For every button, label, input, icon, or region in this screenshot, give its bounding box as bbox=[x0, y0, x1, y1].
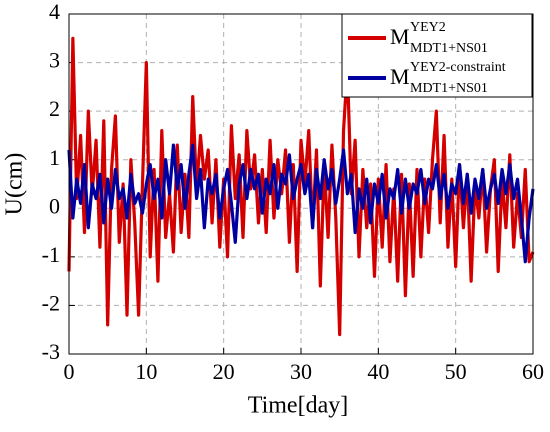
legend-box bbox=[341, 13, 533, 98]
x-tick-label: 60 bbox=[522, 359, 544, 384]
x-tick-label: 0 bbox=[64, 359, 75, 384]
series-line bbox=[67, 36, 535, 337]
legend-subscript: MDT1+NS01 bbox=[410, 81, 488, 96]
series-line bbox=[67, 143, 535, 264]
legend-superscript: YEY2 bbox=[410, 20, 446, 35]
plot-frame bbox=[68, 13, 534, 355]
x-tick-label: 30 bbox=[290, 359, 312, 384]
y-tick-label: 3 bbox=[49, 48, 60, 73]
y-tick-label: 2 bbox=[49, 96, 60, 121]
legend-subscript: MDT1+NS01 bbox=[410, 41, 488, 56]
y-tick-label: 4 bbox=[49, 0, 60, 24]
legend-superscript: YEY2-constraint bbox=[410, 60, 506, 75]
x-tick-label: 20 bbox=[213, 359, 235, 384]
y-tick-label: -1 bbox=[42, 242, 60, 267]
legend-label: M bbox=[390, 24, 410, 49]
y-tick-label: -3 bbox=[42, 339, 60, 364]
x-tick-label: 10 bbox=[135, 359, 157, 384]
y-tick-label: -2 bbox=[42, 290, 60, 315]
x-axis-label: Time[day] bbox=[248, 393, 348, 419]
y-tick-label: 0 bbox=[49, 193, 60, 218]
x-tick-label: 50 bbox=[445, 359, 467, 384]
legend-label: M bbox=[390, 64, 410, 89]
y-tick-label: 1 bbox=[49, 145, 60, 170]
y-axis-label: U(cm) bbox=[2, 153, 28, 216]
x-tick-label: 40 bbox=[367, 359, 389, 384]
